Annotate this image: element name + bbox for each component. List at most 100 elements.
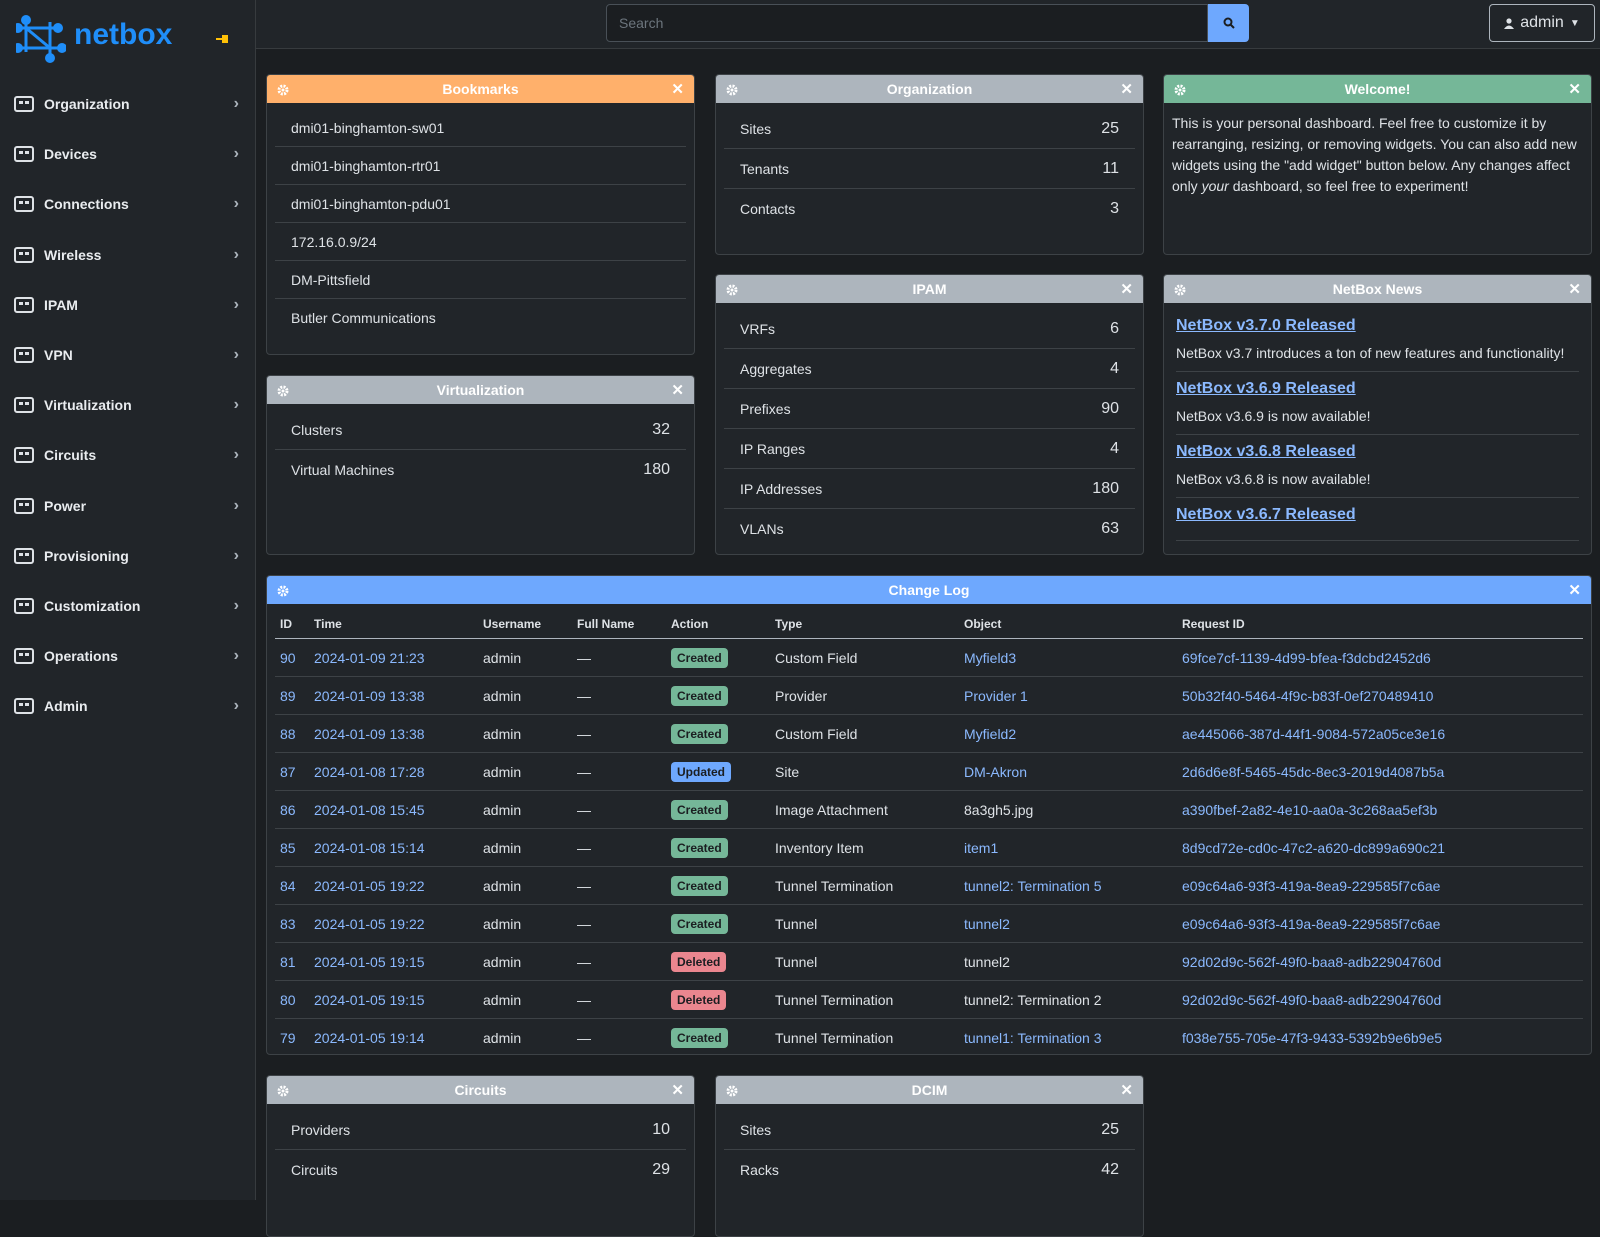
gear-icon[interactable] (726, 1084, 738, 1100)
gear-icon[interactable] (1174, 83, 1186, 99)
object[interactable]: Provider 1 (964, 687, 1028, 704)
news-title[interactable]: NetBox v3.6.8 Released (1176, 443, 1356, 460)
count-row[interactable]: Tenants 11 (724, 149, 1135, 189)
request-id-link[interactable]: 2d6d6e8f-5465-45dc-8ec3-2019d4087b5a (1182, 763, 1445, 780)
news-title[interactable]: NetBox v3.6.9 Released (1176, 380, 1356, 397)
request-id-link[interactable]: 50b32f40-5464-4f9c-b83f-0ef270489410 (1182, 687, 1434, 704)
request-id-link[interactable]: 92d02d9c-562f-49f0-baa8-adb22904760d (1182, 953, 1442, 970)
bookmark-link[interactable]: dmi01-binghamton-rtr01 (291, 157, 441, 174)
id-link[interactable]: 86 (280, 801, 296, 818)
menu-item[interactable]: Devices › (14, 139, 239, 169)
gear-icon[interactable] (726, 83, 738, 99)
request-id-link[interactable]: ae445066-387d-44f1-9084-572a05ce3e16 (1182, 725, 1446, 742)
bookmark-link[interactable]: Butler Communications (291, 309, 436, 326)
object[interactable]: DM-Akron (964, 763, 1028, 780)
count-row[interactable]: Clusters 32 (275, 410, 686, 450)
menu-item[interactable]: Customization › (14, 591, 239, 621)
count-row[interactable]: Sites 25 (724, 109, 1135, 149)
menu-item[interactable]: Admin › (14, 691, 239, 721)
object[interactable]: Myfield3 (964, 649, 1017, 666)
id-link[interactable]: 89 (280, 687, 296, 704)
id-link[interactable]: 80 (280, 991, 296, 1008)
time-link[interactable]: 2024-01-08 17:28 (314, 763, 425, 780)
id-link[interactable]: 87 (280, 763, 296, 780)
request-id-link[interactable]: e09c64a6-93f3-419a-8ea9-229585f7c6ae (1182, 915, 1441, 932)
gear-icon[interactable] (1174, 283, 1186, 299)
gear-icon[interactable] (277, 1084, 289, 1100)
bookmark-row[interactable]: dmi01-binghamton-rtr01 (275, 147, 686, 185)
pin-icon[interactable] (216, 34, 230, 44)
count-row[interactable]: Providers 10 (275, 1110, 686, 1150)
object[interactable]: tunnel1: Termination 3 (964, 1029, 1102, 1046)
request-id-link[interactable]: 92d02d9c-562f-49f0-baa8-adb22904760d (1182, 991, 1442, 1008)
count-row[interactable]: IP Ranges 4 (724, 429, 1135, 469)
id-link[interactable]: 81 (280, 953, 296, 970)
bookmark-row[interactable]: Butler Communications (275, 299, 686, 336)
bookmark-link[interactable]: dmi01-binghamton-pdu01 (291, 195, 451, 212)
id-link[interactable]: 85 (280, 839, 296, 856)
menu-item[interactable]: Provisioning › (14, 541, 239, 571)
id-link[interactable]: 83 (280, 915, 296, 932)
id-link[interactable]: 79 (280, 1029, 296, 1046)
bookmark-link[interactable]: 172.16.0.9/24 (291, 233, 377, 250)
close-button[interactable]: ✕ (671, 1082, 684, 1099)
bookmark-row[interactable]: 172.16.0.9/24 (275, 223, 686, 261)
count-row[interactable]: VRFs 6 (724, 309, 1135, 349)
object[interactable]: tunnel2: Termination 5 (964, 877, 1102, 894)
object[interactable]: tunnel2 (964, 915, 1010, 932)
search-button[interactable] (1208, 4, 1249, 42)
menu-item[interactable]: Virtualization › (14, 390, 239, 420)
request-id-link[interactable]: 69fce7cf-1139-4d99-bfea-f3dcbd2452d6 (1182, 649, 1431, 666)
object[interactable]: item1 (964, 839, 999, 856)
count-row[interactable]: Prefixes 90 (724, 389, 1135, 429)
menu-item[interactable]: Power › (14, 491, 239, 521)
close-button[interactable]: ✕ (1120, 1082, 1133, 1099)
menu-item[interactable]: VPN › (14, 340, 239, 370)
count-row[interactable]: IP Addresses 180 (724, 469, 1135, 509)
request-id-link[interactable]: a390fbef-2a82-4e10-aa0a-3c268aa5ef3b (1182, 801, 1438, 818)
time-link[interactable]: 2024-01-08 15:45 (314, 801, 425, 818)
count-row[interactable]: Contacts 3 (724, 189, 1135, 228)
bookmark-row[interactable]: dmi01-binghamton-pdu01 (275, 185, 686, 223)
close-button[interactable]: ✕ (1120, 81, 1133, 98)
menu-item[interactable]: Operations › (14, 641, 239, 671)
request-id-link[interactable]: e09c64a6-93f3-419a-8ea9-229585f7c6ae (1182, 877, 1441, 894)
menu-item[interactable]: Circuits › (14, 440, 239, 470)
id-link[interactable]: 90 (280, 649, 296, 666)
close-button[interactable]: ✕ (1568, 582, 1581, 599)
time-link[interactable]: 2024-01-08 15:14 (314, 839, 425, 856)
time-link[interactable]: 2024-01-05 19:22 (314, 877, 425, 894)
user-menu[interactable]: admin ▼ (1489, 4, 1595, 42)
object[interactable]: Myfield2 (964, 725, 1017, 742)
close-button[interactable]: ✕ (671, 382, 684, 399)
count-row[interactable]: Virtual Machines 180 (275, 450, 686, 489)
menu-item[interactable]: Wireless › (14, 240, 239, 270)
count-row[interactable]: VLANs 63 (724, 509, 1135, 548)
time-link[interactable]: 2024-01-05 19:15 (314, 991, 425, 1008)
close-button[interactable]: ✕ (1568, 281, 1581, 298)
bookmark-row[interactable]: DM-Pittsfield (275, 261, 686, 299)
id-link[interactable]: 84 (280, 877, 296, 894)
close-button[interactable]: ✕ (671, 81, 684, 98)
gear-icon[interactable] (277, 384, 289, 400)
time-link[interactable]: 2024-01-05 19:14 (314, 1029, 425, 1046)
gear-icon[interactable] (277, 584, 289, 600)
search-input[interactable]: Search (606, 4, 1208, 42)
close-button[interactable]: ✕ (1120, 281, 1133, 298)
menu-item[interactable]: Organization › (14, 89, 239, 119)
count-row[interactable]: Circuits 29 (275, 1150, 686, 1189)
gear-icon[interactable] (726, 283, 738, 299)
time-link[interactable]: 2024-01-09 13:38 (314, 687, 425, 704)
time-link[interactable]: 2024-01-09 13:38 (314, 725, 425, 742)
time-link[interactable]: 2024-01-05 19:15 (314, 953, 425, 970)
menu-item[interactable]: IPAM › (14, 290, 239, 320)
news-title[interactable]: NetBox v3.7.0 Released (1176, 317, 1356, 334)
count-row[interactable]: Sites 25 (724, 1110, 1135, 1150)
news-title[interactable]: NetBox v3.6.7 Released (1176, 506, 1356, 523)
menu-item[interactable]: Connections › (14, 189, 239, 219)
count-row[interactable]: Aggregates 4 (724, 349, 1135, 389)
id-link[interactable]: 88 (280, 725, 296, 742)
request-id-link[interactable]: f038e755-705e-47f3-9433-5392b9e6b9e5 (1182, 1029, 1443, 1046)
bookmark-link[interactable]: DM-Pittsfield (291, 271, 371, 288)
time-link[interactable]: 2024-01-05 19:22 (314, 915, 425, 932)
